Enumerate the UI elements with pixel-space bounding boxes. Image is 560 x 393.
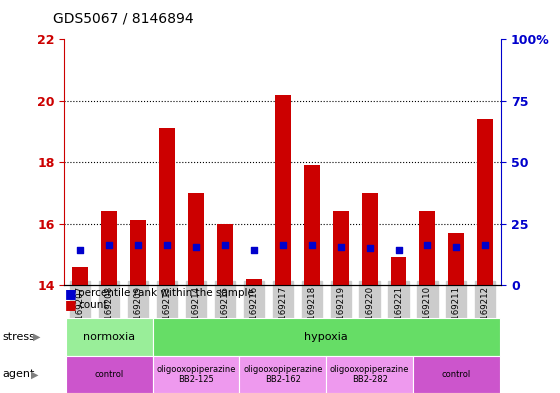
Point: [105, 242, 114, 248]
Point: [221, 242, 230, 248]
Bar: [217, 224, 233, 285]
Text: percentile rank within the sample: percentile rank within the sample: [78, 288, 254, 298]
Text: ▶: ▶: [31, 369, 38, 379]
Text: control: control: [95, 370, 124, 379]
Point: [76, 246, 85, 253]
Bar: [72, 266, 88, 285]
Text: stress: stress: [3, 332, 36, 342]
Text: hypoxia: hypoxia: [304, 332, 348, 342]
Text: ▶: ▶: [32, 332, 40, 342]
Point: [481, 242, 490, 248]
Point: [134, 242, 143, 248]
Text: ■: ■: [64, 287, 76, 300]
Bar: [304, 165, 320, 285]
Text: agent: agent: [3, 369, 35, 379]
Point: [192, 243, 200, 250]
Bar: [390, 257, 407, 285]
Bar: [188, 193, 204, 285]
Text: normoxia: normoxia: [83, 332, 136, 342]
Point: [452, 243, 461, 250]
Point: [394, 246, 403, 253]
Bar: [449, 233, 464, 285]
Bar: [101, 211, 117, 285]
Point: [336, 243, 345, 250]
Bar: [419, 211, 435, 285]
Point: [423, 242, 432, 248]
Point: [249, 246, 258, 253]
Bar: [275, 95, 291, 285]
Bar: [130, 220, 146, 285]
Text: ■: ■: [64, 298, 76, 312]
Text: oligooxopiperazine
BB2-125: oligooxopiperazine BB2-125: [156, 365, 236, 384]
Point: [365, 245, 374, 251]
Text: ▶: ▶: [32, 332, 40, 342]
Bar: [159, 129, 175, 285]
Bar: [362, 193, 377, 285]
Text: ▶: ▶: [31, 369, 38, 379]
Point: [307, 242, 316, 248]
Text: count: count: [78, 300, 108, 310]
Point: [278, 242, 287, 248]
Text: control: control: [442, 370, 471, 379]
Text: agent: agent: [3, 369, 35, 379]
Bar: [477, 119, 493, 285]
Text: GDS5067 / 8146894: GDS5067 / 8146894: [53, 12, 194, 26]
Bar: [246, 279, 262, 285]
Text: oligooxopiperazine
BB2-162: oligooxopiperazine BB2-162: [243, 365, 323, 384]
Bar: [333, 211, 349, 285]
Text: stress: stress: [3, 332, 36, 342]
Text: oligooxopiperazine
BB2-282: oligooxopiperazine BB2-282: [330, 365, 409, 384]
Point: [162, 242, 171, 248]
